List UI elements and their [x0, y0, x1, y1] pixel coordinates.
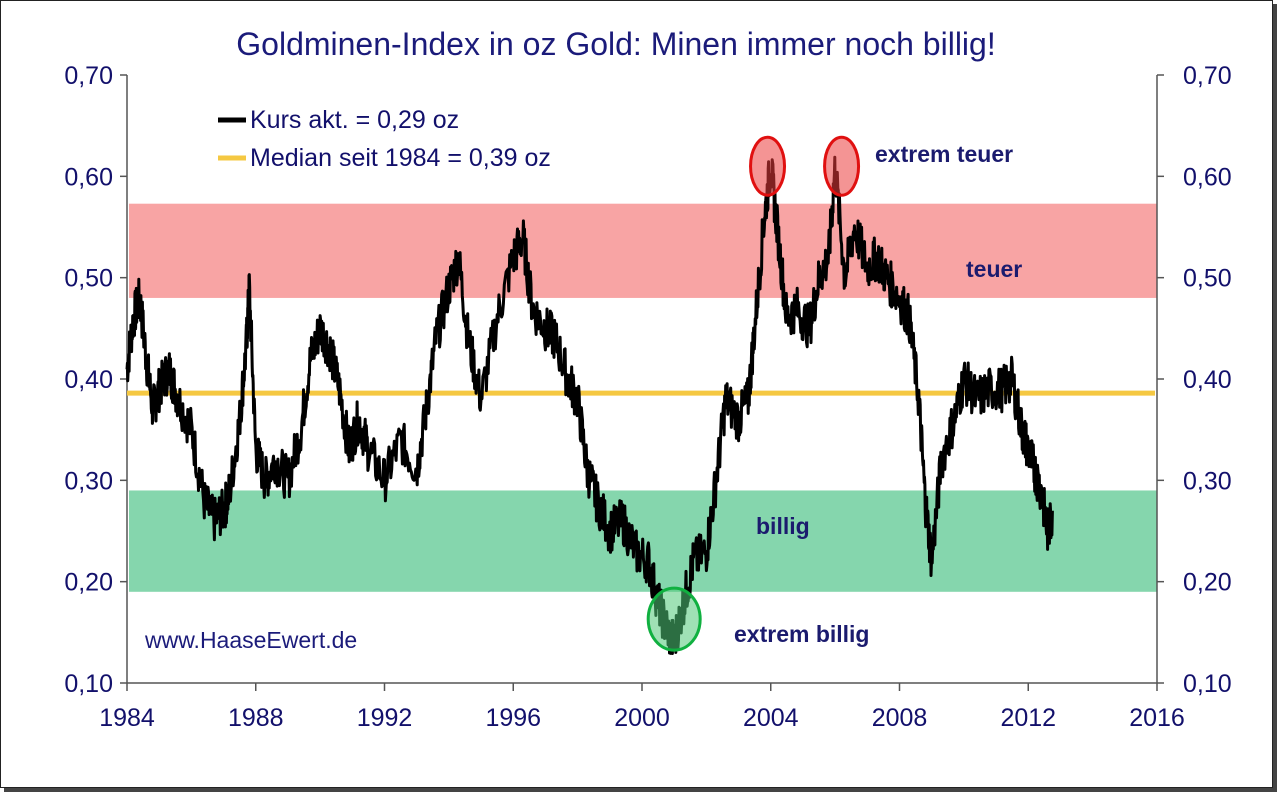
y-tick-label-left: 0,60	[64, 163, 113, 191]
y-tick-label-left: 0,70	[64, 62, 113, 90]
y-tick-label-left: 0,30	[64, 467, 113, 495]
label-teuer: teuer	[966, 256, 1022, 282]
y-tick-label-left: 0,20	[64, 569, 113, 597]
series-layer	[125, 155, 1054, 655]
y-tick-label-left: 0,50	[64, 265, 113, 293]
legend-median-label: Median seit 1984 = 0,39 oz	[250, 144, 551, 172]
label-extrem-teuer: extrem teuer	[875, 141, 1013, 167]
axes-layer: 0,10 0,10 0,20 0,20 0,30 0,30 0,40 0,40 0,50 0,50…	[64, 62, 1231, 732]
chart-title: Goldminen-Index in oz Gold: Minen immer …	[236, 26, 995, 62]
label-billig: billig	[756, 513, 810, 539]
x-tick-label: 2004	[743, 704, 799, 732]
extrem-teuer-marker	[749, 135, 787, 197]
y-tick-label-left: 0,10	[64, 670, 113, 698]
band-teuer	[129, 203, 1157, 298]
y-tick-label-right: 0,10	[1183, 670, 1232, 698]
extrem-teuer-marker	[823, 135, 861, 197]
y-tick-label-right: 0,70	[1183, 62, 1232, 90]
y-tick-label-right: 0,60	[1183, 163, 1232, 191]
x-tick-label: 1988	[228, 704, 284, 732]
label-extrem-billig: extrem billig	[734, 621, 869, 647]
x-tick-label: 1984	[99, 704, 155, 732]
markers-layer	[646, 135, 861, 652]
y-tick-label-right: 0,30	[1183, 467, 1232, 495]
x-tick-label: 1992	[357, 704, 413, 732]
y-tick-label-right: 0,20	[1183, 569, 1232, 597]
y-tick-label-right: 0,40	[1183, 366, 1232, 394]
extrem-billig-marker	[646, 586, 702, 652]
x-tick-label: 2016	[1129, 704, 1185, 732]
x-tick-label: 2012	[1000, 704, 1056, 732]
legend-kurs-label: Kurs akt. = 0,29 oz	[250, 106, 459, 134]
kurs-line	[125, 155, 1054, 655]
y-tick-label-right: 0,50	[1183, 265, 1232, 293]
x-tick-label: 2000	[614, 704, 670, 732]
source-url: www.HaaseEwert.de	[144, 627, 357, 653]
x-tick-label: 2008	[872, 704, 928, 732]
legend: Kurs akt. = 0,29 oz Median seit 1984 = 0…	[218, 106, 551, 172]
x-tick-label: 1996	[485, 704, 541, 732]
y-tick-label-left: 0,40	[64, 366, 113, 394]
